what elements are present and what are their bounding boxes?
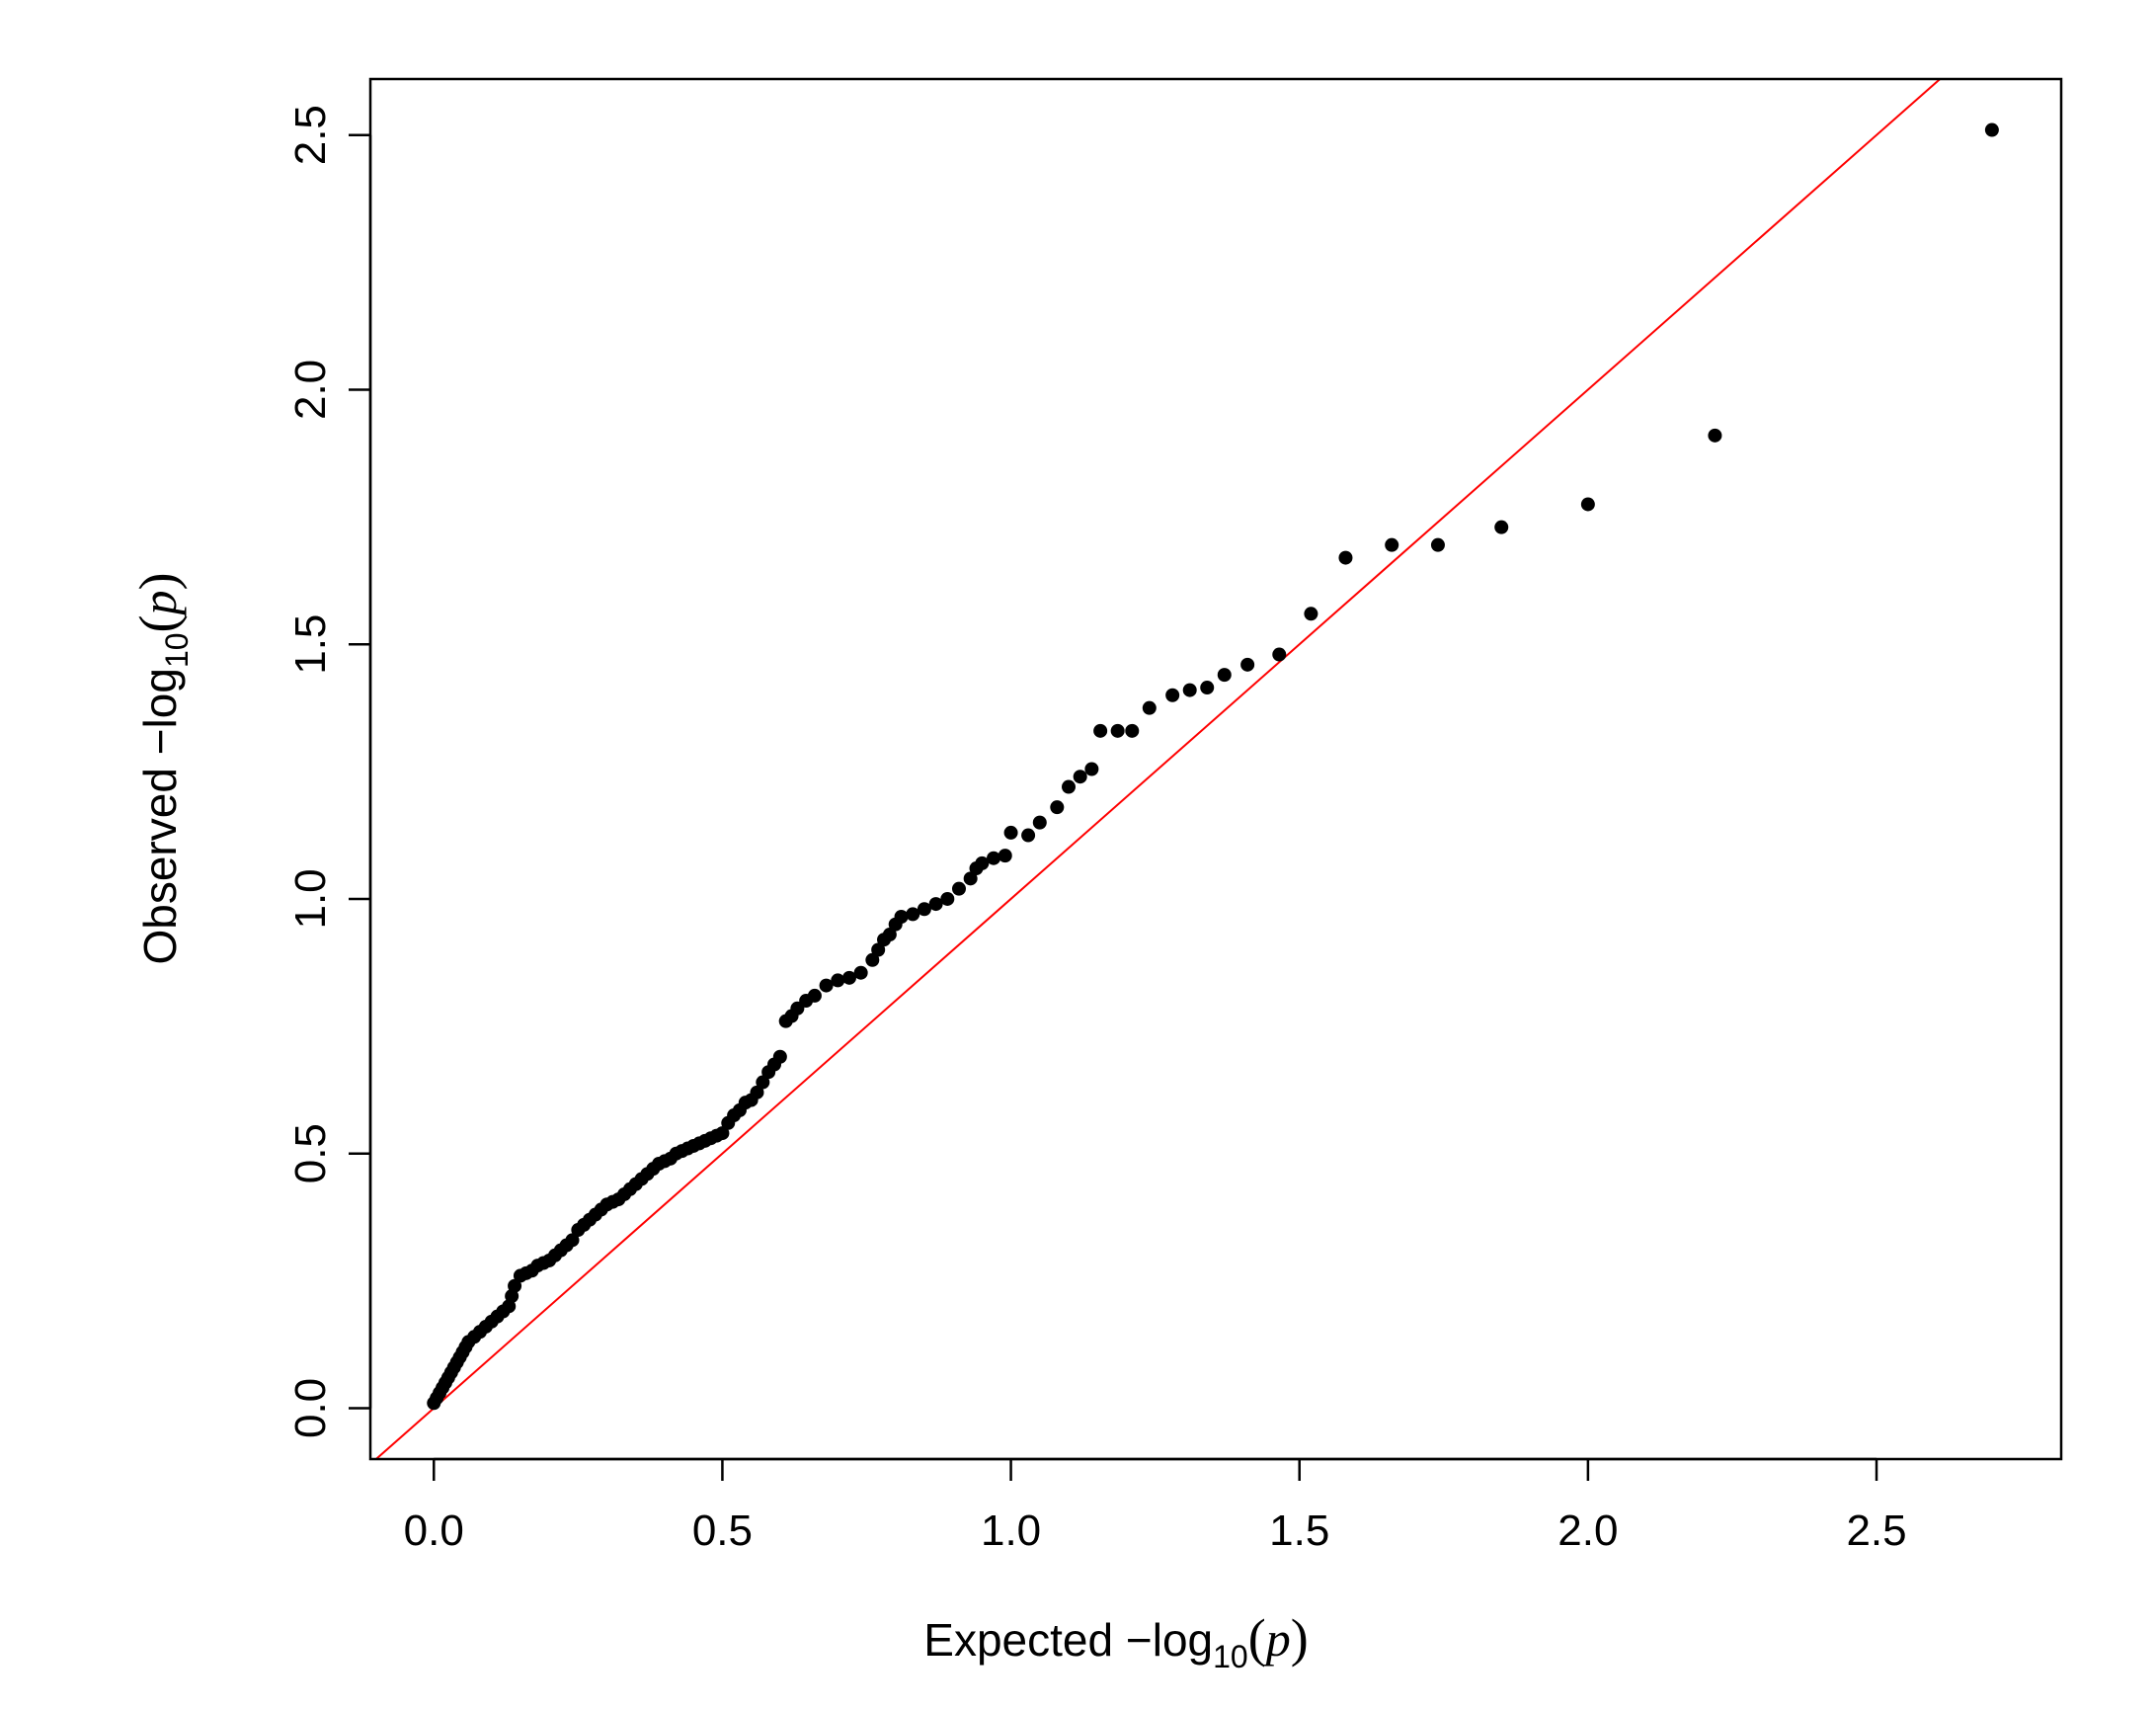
data-point [1304, 607, 1318, 621]
data-point [715, 1126, 730, 1141]
data-point [1125, 723, 1140, 738]
x-tick-label: 0.0 [404, 1506, 464, 1555]
reference-line [374, 79, 1942, 1459]
data-point [1021, 828, 1036, 843]
data-point [1062, 779, 1077, 794]
data-point [975, 855, 990, 870]
data-point [508, 1278, 522, 1293]
data-point [1708, 428, 1722, 443]
x-tick-label: 2.5 [1846, 1506, 1906, 1555]
data-point [841, 970, 856, 985]
data-point [951, 881, 966, 896]
data-point [1142, 700, 1157, 715]
data-point [1073, 770, 1087, 784]
y-tick-label: 2.5 [286, 105, 335, 165]
y-axis-title: Observed −log10(p) [128, 572, 195, 964]
data-point [1110, 723, 1125, 738]
data-point [928, 897, 943, 912]
y-tick-label: 1.0 [286, 868, 335, 929]
data-point [894, 909, 909, 924]
data-point [1032, 815, 1047, 830]
data-point [1050, 800, 1065, 815]
data-point [1984, 122, 1999, 137]
data-point [1494, 520, 1509, 534]
data-point [1165, 688, 1180, 702]
data-point [1430, 537, 1445, 552]
y-axis: 0.0 0.5 1.0 1.5 2.0 2.5 [286, 105, 372, 1438]
y-tick-label: 1.5 [286, 614, 335, 675]
data-point [1217, 668, 1232, 683]
data-point [865, 952, 880, 967]
data-point [1338, 550, 1353, 565]
data-point [756, 1075, 770, 1090]
data-point [940, 891, 955, 906]
data-point [882, 928, 897, 942]
data-point [750, 1085, 764, 1099]
x-tick-label: 1.5 [1269, 1506, 1329, 1555]
data-point [831, 973, 845, 988]
data-point [1003, 825, 1018, 840]
data-point [1093, 723, 1108, 738]
x-tick-label: 2.0 [1557, 1506, 1618, 1555]
data-point [963, 871, 978, 886]
data-point [1240, 657, 1255, 672]
data-point [917, 902, 931, 917]
data-point [1182, 683, 1197, 697]
data-point [998, 849, 1012, 863]
x-tick-label: 1.0 [981, 1506, 1041, 1555]
data-point [853, 965, 868, 980]
data-point [1272, 647, 1287, 662]
points-layer [427, 122, 1999, 1411]
data-point [819, 978, 834, 993]
data-point [807, 988, 822, 1003]
data-point [987, 851, 1001, 865]
data-point [565, 1233, 580, 1248]
data-point [1084, 762, 1099, 776]
data-point [1385, 537, 1399, 552]
x-tick-label: 0.5 [692, 1506, 753, 1555]
y-tick-label: 2.0 [286, 360, 335, 420]
data-point [871, 942, 886, 957]
y-tick-label: 0.0 [286, 1378, 335, 1438]
data-point [906, 907, 920, 922]
x-axis: 0.0 0.5 1.0 1.5 2.0 2.5 [404, 1457, 1907, 1555]
data-point [1580, 497, 1595, 512]
x-axis-title: Expected −log10(p) [923, 1608, 1308, 1674]
reference-line-layer [374, 79, 1942, 1459]
data-point [1200, 681, 1215, 695]
data-point [772, 1049, 787, 1064]
y-tick-label: 0.5 [286, 1123, 335, 1183]
